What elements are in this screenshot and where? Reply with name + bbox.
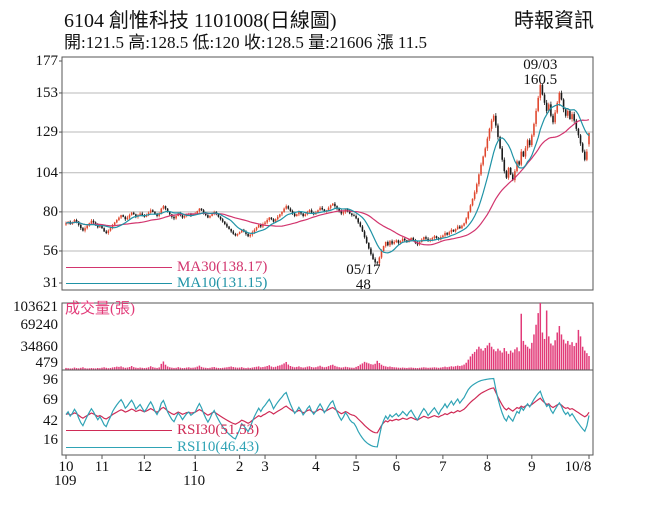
page-title: 6104 創惟科技 1101008(日線圖)	[64, 10, 337, 32]
rsi10-legend-label: RSI10(46.43)	[177, 438, 260, 455]
rsi30-legend: RSI30(51.53)	[66, 422, 259, 438]
volume-pane-label: 成交量(張)	[65, 301, 135, 317]
ma10-legend-label: MA10(131.15)	[177, 274, 268, 291]
quote-summary: 開:121.5 高:128.5 低:120 收:128.5 量:21606 漲 …	[64, 33, 427, 52]
rsi30-legend-label: RSI30(51.53)	[177, 421, 260, 438]
ma30-legend-label: MA30(138.17)	[177, 258, 268, 275]
source-label: 時報資訊	[514, 10, 594, 32]
rsi30-line-swatch	[66, 429, 172, 431]
ma30-legend: MA30(138.17)	[66, 259, 267, 275]
ma10-line-swatch	[66, 282, 172, 284]
ma30-line-swatch	[66, 266, 172, 268]
ma10-legend: MA10(131.15)	[66, 275, 267, 291]
rsi10-line-swatch	[66, 446, 172, 448]
rsi10-legend: RSI10(46.43)	[66, 439, 259, 455]
